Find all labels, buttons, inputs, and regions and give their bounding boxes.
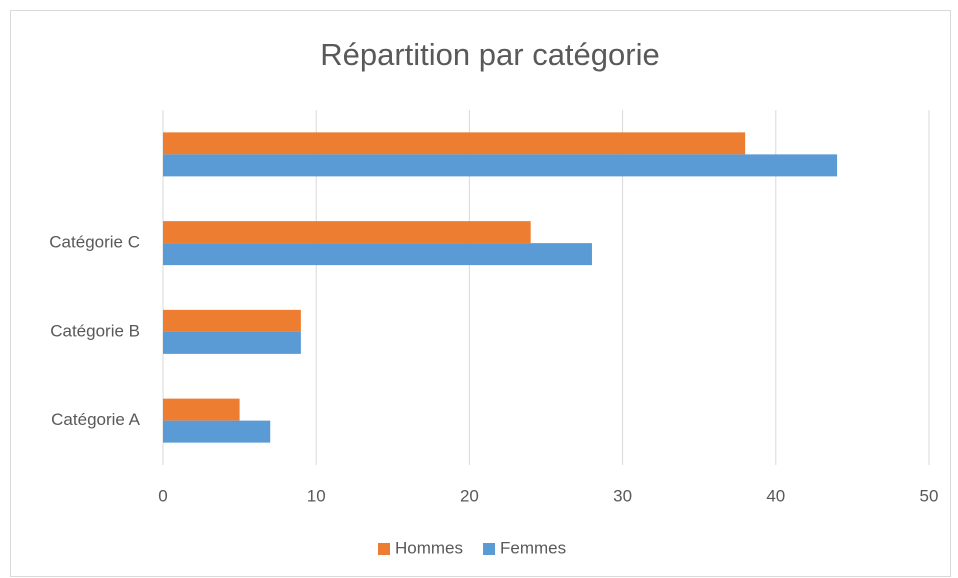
x-tick-label: 10 xyxy=(307,486,326,505)
x-tick-label: 30 xyxy=(613,486,632,505)
legend-label: Femmes xyxy=(500,538,566,557)
bar xyxy=(163,221,531,244)
x-tick-label: 0 xyxy=(158,486,167,505)
bar xyxy=(163,331,301,354)
chart-border xyxy=(10,10,951,577)
bar xyxy=(163,243,592,266)
bar xyxy=(163,309,301,332)
x-tick-label: 50 xyxy=(920,486,939,505)
x-tick-label: 20 xyxy=(460,486,479,505)
bar xyxy=(163,132,746,155)
chart-title: Répartition par catégorie xyxy=(320,37,659,72)
legend-swatch xyxy=(378,543,390,555)
y-tick-label: Catégorie A xyxy=(51,410,140,429)
bar xyxy=(163,154,838,177)
x-tick-label: 40 xyxy=(766,486,785,505)
bar xyxy=(163,420,271,443)
legend-label: Hommes xyxy=(395,538,463,557)
legend-swatch xyxy=(483,543,496,555)
bar xyxy=(163,398,240,421)
y-tick-label: Catégorie C xyxy=(49,233,140,252)
y-tick-label: Catégorie B xyxy=(50,321,140,340)
